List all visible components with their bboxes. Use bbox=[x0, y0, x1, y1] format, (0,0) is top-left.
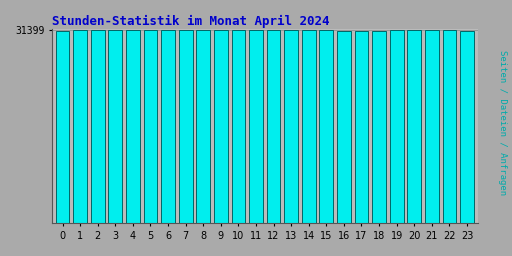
Bar bbox=[109, 30, 122, 223]
Bar bbox=[408, 30, 421, 223]
Text: Seiten / Dateien / Anfragen: Seiten / Dateien / Anfragen bbox=[498, 50, 507, 195]
Bar bbox=[197, 30, 210, 223]
Bar bbox=[249, 30, 263, 223]
Bar bbox=[56, 31, 70, 223]
Bar bbox=[302, 30, 315, 223]
Bar bbox=[284, 30, 298, 223]
Bar bbox=[442, 30, 456, 223]
Bar bbox=[319, 30, 333, 223]
Bar bbox=[231, 30, 245, 223]
Bar bbox=[161, 30, 175, 223]
Text: Stunden-Statistik im Monat April 2024: Stunden-Statistik im Monat April 2024 bbox=[52, 15, 330, 28]
Bar bbox=[91, 30, 104, 223]
Bar bbox=[337, 31, 351, 223]
Bar bbox=[425, 30, 439, 223]
Bar bbox=[179, 29, 193, 223]
Bar bbox=[214, 30, 228, 223]
Bar bbox=[73, 30, 87, 223]
Bar bbox=[144, 30, 157, 223]
Bar bbox=[460, 30, 474, 223]
Bar bbox=[390, 30, 403, 223]
Bar bbox=[355, 31, 368, 223]
Bar bbox=[126, 30, 140, 223]
Bar bbox=[372, 31, 386, 223]
Bar bbox=[267, 30, 281, 223]
